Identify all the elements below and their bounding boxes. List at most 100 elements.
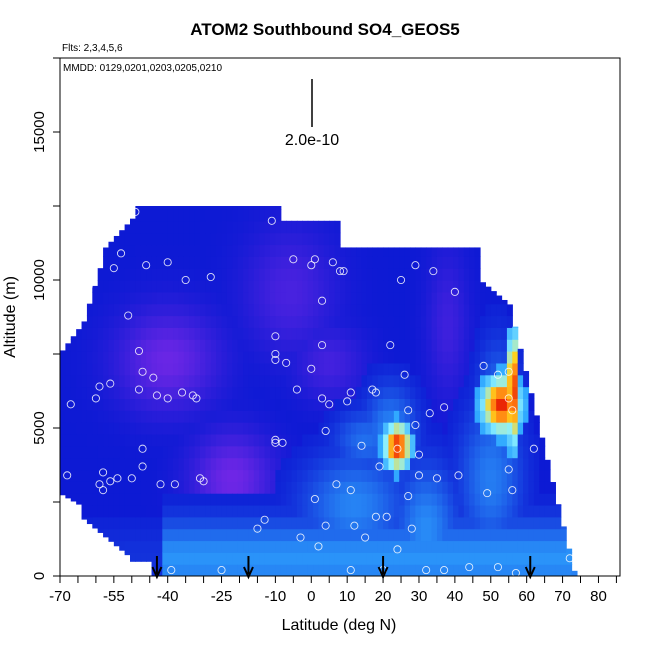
heatmap-cell xyxy=(485,286,492,293)
heatmap-cell xyxy=(431,247,438,257)
heatmap-cell xyxy=(156,351,163,364)
heatmap-cell xyxy=(345,433,352,447)
heatmap-cell xyxy=(237,232,244,246)
heatmap-cell xyxy=(458,528,465,542)
heatmap-cell xyxy=(253,244,260,257)
heatmap-cell xyxy=(420,315,427,328)
heatmap-cell xyxy=(76,374,83,388)
heatmap-cell xyxy=(108,386,115,399)
heatmap-cell xyxy=(253,362,260,376)
heatmap-cell xyxy=(113,291,120,305)
heatmap-cell xyxy=(539,469,546,482)
heatmap-cell xyxy=(329,493,336,506)
heatmap-cell xyxy=(259,291,266,305)
heatmap-cell xyxy=(383,422,390,435)
heatmap-cell xyxy=(248,445,255,459)
heatmap-cell xyxy=(361,422,368,435)
heatmap-cell xyxy=(307,481,314,494)
heatmap-cell xyxy=(216,433,223,447)
heatmap-cell xyxy=(506,327,513,340)
heatmap-cell xyxy=(436,481,443,494)
heatmap-cell xyxy=(318,481,325,494)
heatmap-cell xyxy=(377,445,384,459)
heatmap-cell xyxy=(399,291,406,305)
sample-point xyxy=(206,272,215,282)
heatmap-cell xyxy=(544,540,551,553)
heatmap-cell xyxy=(108,457,115,471)
heatmap-cell xyxy=(366,339,373,352)
heatmap-cell xyxy=(307,469,314,482)
heatmap-cell xyxy=(146,244,153,257)
heatmap-cell xyxy=(474,457,481,471)
sample-point xyxy=(66,400,75,409)
heatmap-cell xyxy=(113,445,120,459)
heatmap-cell xyxy=(453,422,460,435)
heatmap-cell xyxy=(270,552,276,565)
heatmap-cell xyxy=(237,410,244,423)
heatmap-cell xyxy=(512,504,519,518)
heatmap-cell xyxy=(350,540,357,553)
heatmap-cell xyxy=(420,433,427,447)
heatmap-cell xyxy=(431,351,438,364)
heatmap-cell xyxy=(65,422,72,435)
heatmap-cell xyxy=(248,493,255,506)
sample-point xyxy=(440,566,449,575)
heatmap-cell xyxy=(221,244,228,257)
heatmap-cell xyxy=(140,481,147,494)
heatmap-cell xyxy=(146,457,153,471)
heatmap-cell xyxy=(156,469,163,482)
heatmap-cell xyxy=(270,540,276,553)
heatmap-cell xyxy=(550,540,556,553)
heatmap-cell xyxy=(130,445,136,459)
heatmap-cell xyxy=(200,327,206,340)
heatmap-cell xyxy=(205,481,212,494)
heatmap-cell xyxy=(415,516,422,530)
heatmap-cell xyxy=(221,493,228,506)
heatmap-cell xyxy=(480,422,486,435)
heatmap-cell xyxy=(200,244,206,257)
heatmap-cell xyxy=(366,516,373,530)
heatmap-cell xyxy=(253,256,260,269)
heatmap-cell xyxy=(480,445,486,459)
sample-point xyxy=(414,450,424,459)
heatmap-cell xyxy=(103,268,110,281)
heatmap-cell xyxy=(512,528,519,542)
heatmap-cell xyxy=(243,206,250,210)
heatmap-cell xyxy=(259,351,266,364)
heatmap-cell xyxy=(103,445,110,459)
heatmap-cell xyxy=(420,268,427,281)
heatmap-cell xyxy=(480,327,486,340)
heatmap-cell xyxy=(329,445,336,459)
heatmap-cell xyxy=(162,327,169,340)
heatmap-cell xyxy=(167,256,174,269)
heatmap-cell xyxy=(496,339,503,352)
heatmap-cell xyxy=(162,291,169,305)
heatmap-cell xyxy=(151,433,158,447)
heatmap-cell xyxy=(280,362,287,376)
heatmap-cell xyxy=(415,540,422,553)
heatmap-cell xyxy=(399,564,406,576)
heatmap-cell xyxy=(291,540,298,553)
heatmap-cell xyxy=(189,327,196,340)
heatmap-cell xyxy=(200,457,206,471)
heatmap-cell xyxy=(183,374,190,388)
heatmap-cell xyxy=(275,540,282,553)
heatmap-cell xyxy=(302,374,309,388)
heatmap-cell xyxy=(65,457,72,471)
heatmap-cell xyxy=(270,208,276,222)
heatmap-cell xyxy=(280,516,287,530)
heatmap-cell xyxy=(232,291,239,305)
heatmap-cell xyxy=(512,540,519,553)
heatmap-cell xyxy=(65,493,72,499)
sample-point xyxy=(134,385,144,394)
heatmap-cell xyxy=(490,386,497,399)
heatmap-cell xyxy=(81,493,88,506)
heatmap-cell xyxy=(447,481,454,494)
heatmap-cell xyxy=(485,398,492,411)
heatmap-cell xyxy=(318,386,325,399)
heatmap-cell xyxy=(377,410,384,423)
heatmap-cell xyxy=(474,445,481,459)
heatmap-cell xyxy=(232,208,239,222)
heatmap-cell xyxy=(377,528,384,542)
heatmap-cell xyxy=(533,481,540,494)
